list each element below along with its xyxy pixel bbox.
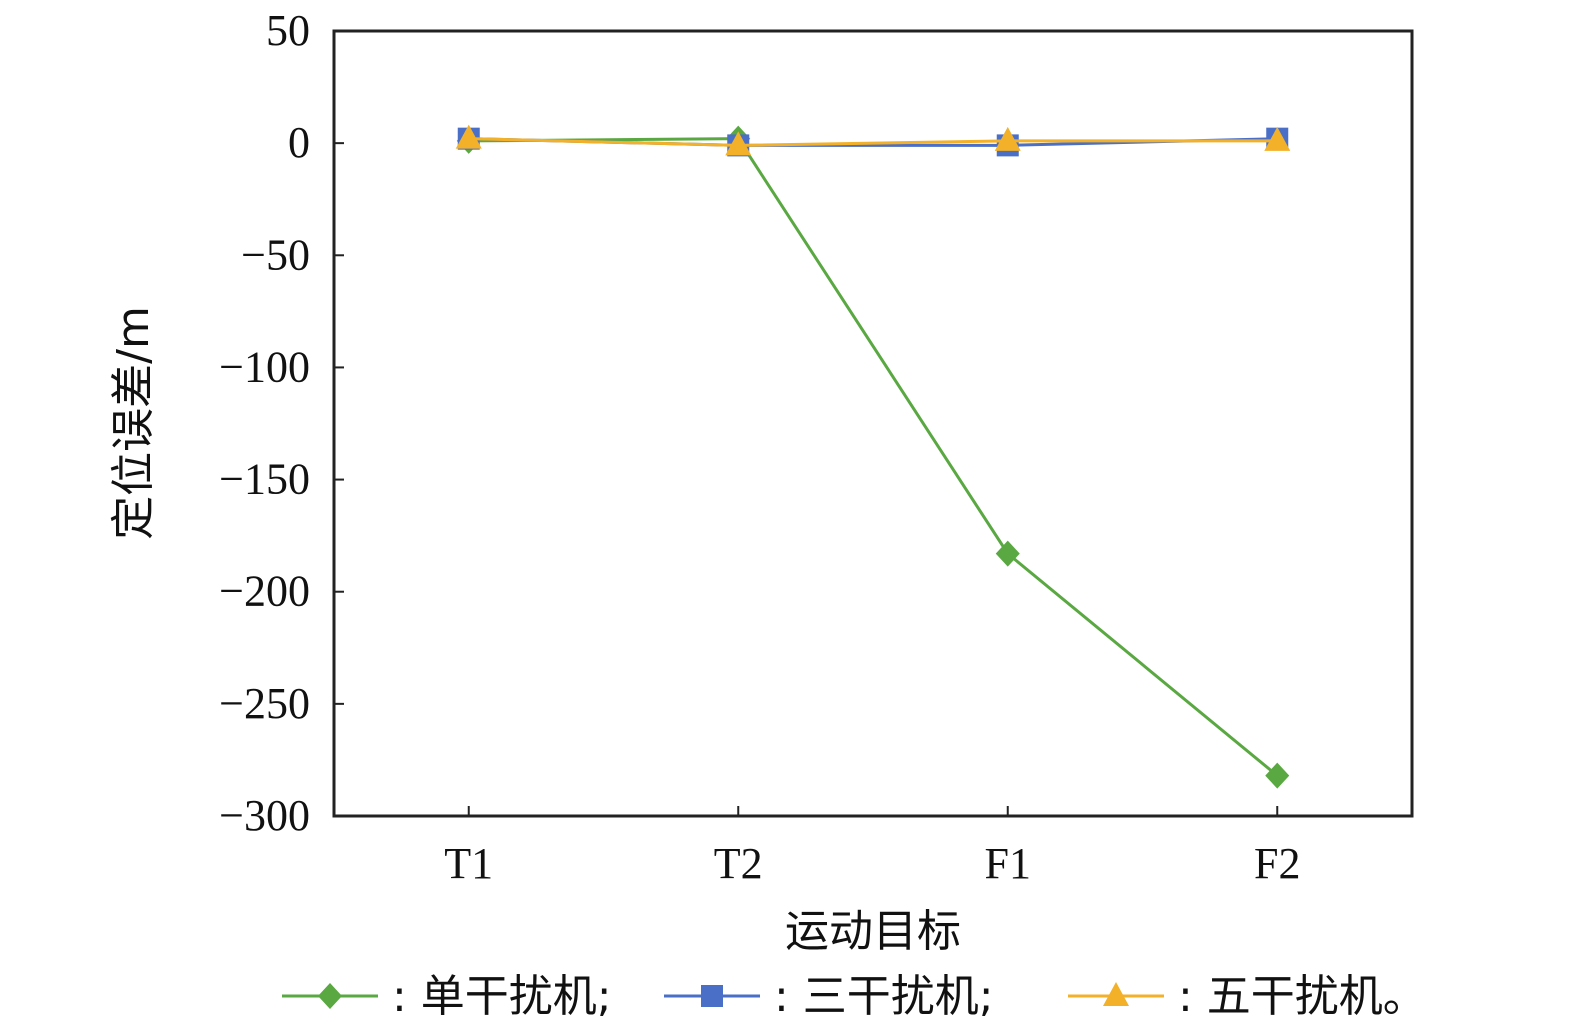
y-tick-label: −100 — [219, 342, 310, 391]
x-axis-ticks: T1 T2 F1 F2 — [444, 806, 1300, 888]
data-point-diamond — [1265, 762, 1290, 789]
legend-item: : 三干扰机; — [664, 971, 994, 1022]
series-layer — [455, 124, 1291, 789]
y-tick-label: −300 — [219, 791, 310, 840]
legend-label: : 单干扰机; — [392, 971, 612, 1022]
x-axis-label: 运动目标 — [785, 906, 961, 957]
legend-marker-triangle — [1103, 982, 1129, 1006]
legend-marker-square — [701, 985, 723, 1007]
series-line — [468, 137, 1279, 777]
x-tick-label: F1 — [985, 839, 1031, 888]
series-diamond — [456, 125, 1290, 789]
legend-label: : 五干扰机。 — [1178, 971, 1427, 1022]
legend-label: : 三干扰机; — [774, 971, 994, 1022]
plot-area-frame — [332, 29, 1414, 818]
series-triangle — [455, 124, 1291, 156]
y-axis-ticks: 50 0 −50 −100 −150 −200 −250 −300 — [219, 6, 344, 840]
x-tick-label: F2 — [1254, 839, 1300, 888]
y-tick-label: −250 — [219, 679, 310, 728]
y-tick-label: −50 — [241, 230, 310, 279]
legend-marker-diamond — [318, 983, 342, 1009]
y-axis-label: 定位误差/m — [108, 306, 159, 540]
data-point-triangle — [725, 131, 752, 156]
legend: : 单干扰机; : 三干扰机; : 五干扰机。 — [282, 971, 1427, 1022]
data-point-diamond — [995, 540, 1020, 567]
series-line — [468, 137, 1278, 147]
legend-item: : 单干扰机; — [282, 971, 612, 1022]
data-point-triangle — [994, 126, 1021, 151]
y-tick-label: 0 — [288, 118, 310, 167]
x-tick-label: T2 — [714, 839, 763, 888]
legend-item: : 五干扰机。 — [1068, 971, 1427, 1022]
y-tick-label: 50 — [266, 6, 310, 55]
data-point-triangle — [1264, 126, 1291, 151]
data-point-triangle — [455, 124, 482, 149]
y-tick-label: −150 — [219, 455, 310, 504]
x-tick-label: T1 — [444, 839, 493, 888]
y-tick-label: −200 — [219, 567, 310, 616]
